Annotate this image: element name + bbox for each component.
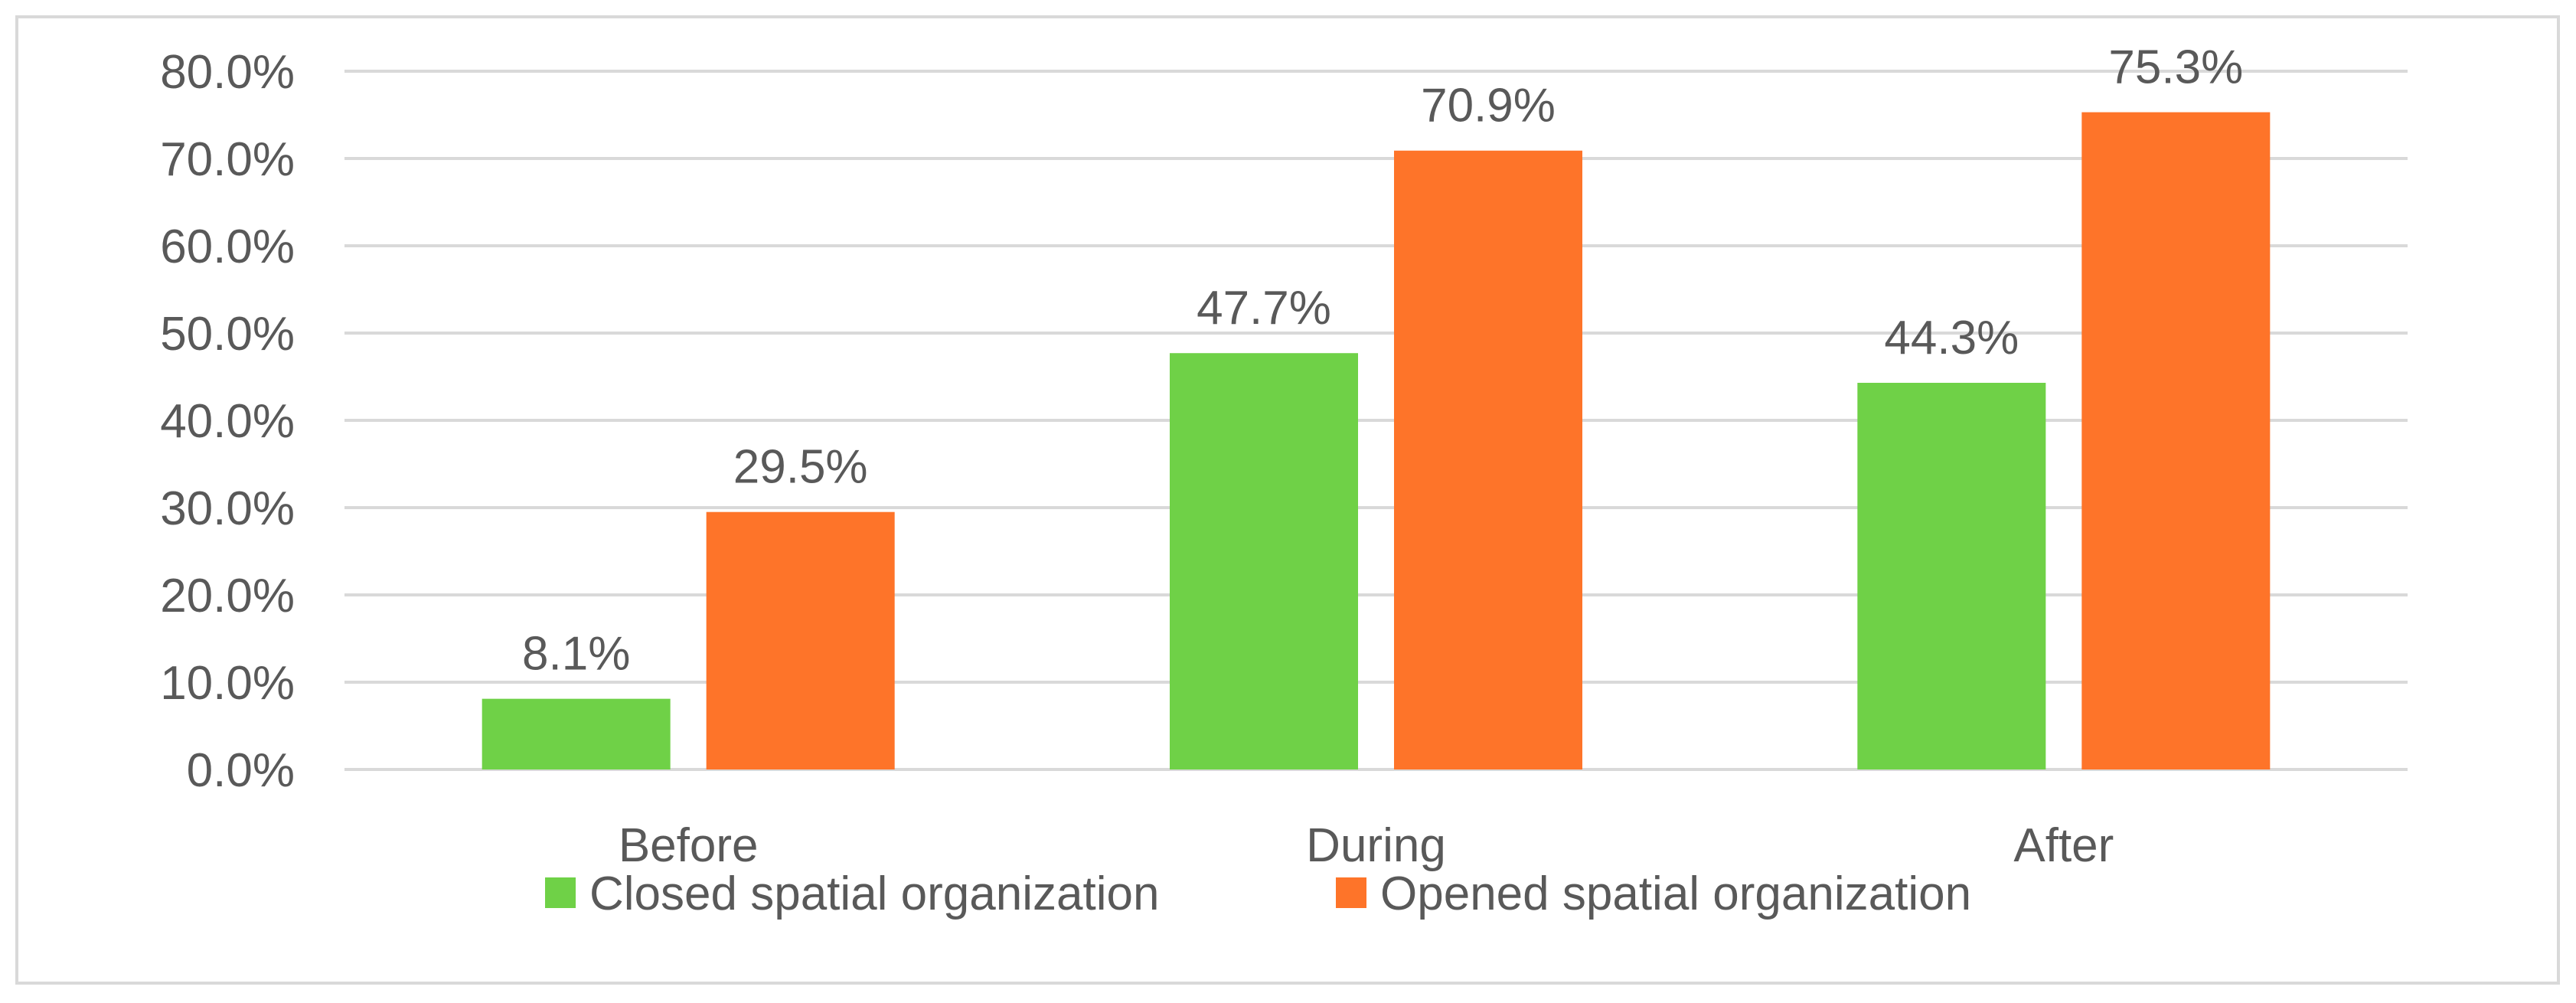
- y-axis-ticks: 0.0% 10.0% 20.0% 30.0% 40.0% 50.0% 60.0% 70.0% 8…: [160, 46, 295, 797]
- bar-opened-during: [1394, 150, 1582, 770]
- y-tick-label: 30.0%: [160, 482, 295, 535]
- x-tick-label: During: [1306, 819, 1446, 872]
- bar-closed-after: [1857, 382, 2046, 769]
- data-label: 29.5%: [733, 441, 868, 494]
- data-label: 47.7%: [1197, 282, 1331, 335]
- legend-swatch: [545, 877, 576, 908]
- x-axis-ticks: Before During After: [619, 819, 2114, 872]
- legend-label: Closed spatial organization: [589, 867, 1159, 920]
- y-tick-label: 10.0%: [160, 657, 295, 710]
- legend: Closed spatial organization Opened spatia…: [545, 867, 1971, 920]
- bar-closed-before: [482, 698, 671, 769]
- data-label: 70.9%: [1421, 80, 1556, 132]
- x-tick-label: After: [2013, 819, 2114, 872]
- data-label: 8.1%: [522, 628, 630, 681]
- data-label: 44.3%: [1884, 312, 2019, 364]
- bar-opened-before: [706, 511, 895, 769]
- y-tick-label: 70.0%: [160, 133, 295, 186]
- legend-label: Opened spatial organization: [1380, 867, 1971, 920]
- y-tick-label: 60.0%: [160, 221, 295, 273]
- y-tick-label: 20.0%: [160, 570, 295, 622]
- y-tick-label: 0.0%: [187, 744, 295, 797]
- y-tick-label: 50.0%: [160, 308, 295, 361]
- y-tick-label: 80.0%: [160, 46, 295, 99]
- y-tick-label: 40.0%: [160, 395, 295, 448]
- bar-opened-after: [2081, 112, 2271, 769]
- data-labels: 8.1% 29.5% 47.7% 70.9% 44.3% 75.3%: [522, 41, 2243, 681]
- bars: [482, 112, 2271, 770]
- bar-closed-during: [1170, 353, 1358, 770]
- legend-swatch: [1336, 877, 1366, 908]
- gridlines: [344, 70, 2408, 771]
- x-tick-label: Before: [619, 819, 759, 872]
- data-label: 75.3%: [2108, 41, 2243, 94]
